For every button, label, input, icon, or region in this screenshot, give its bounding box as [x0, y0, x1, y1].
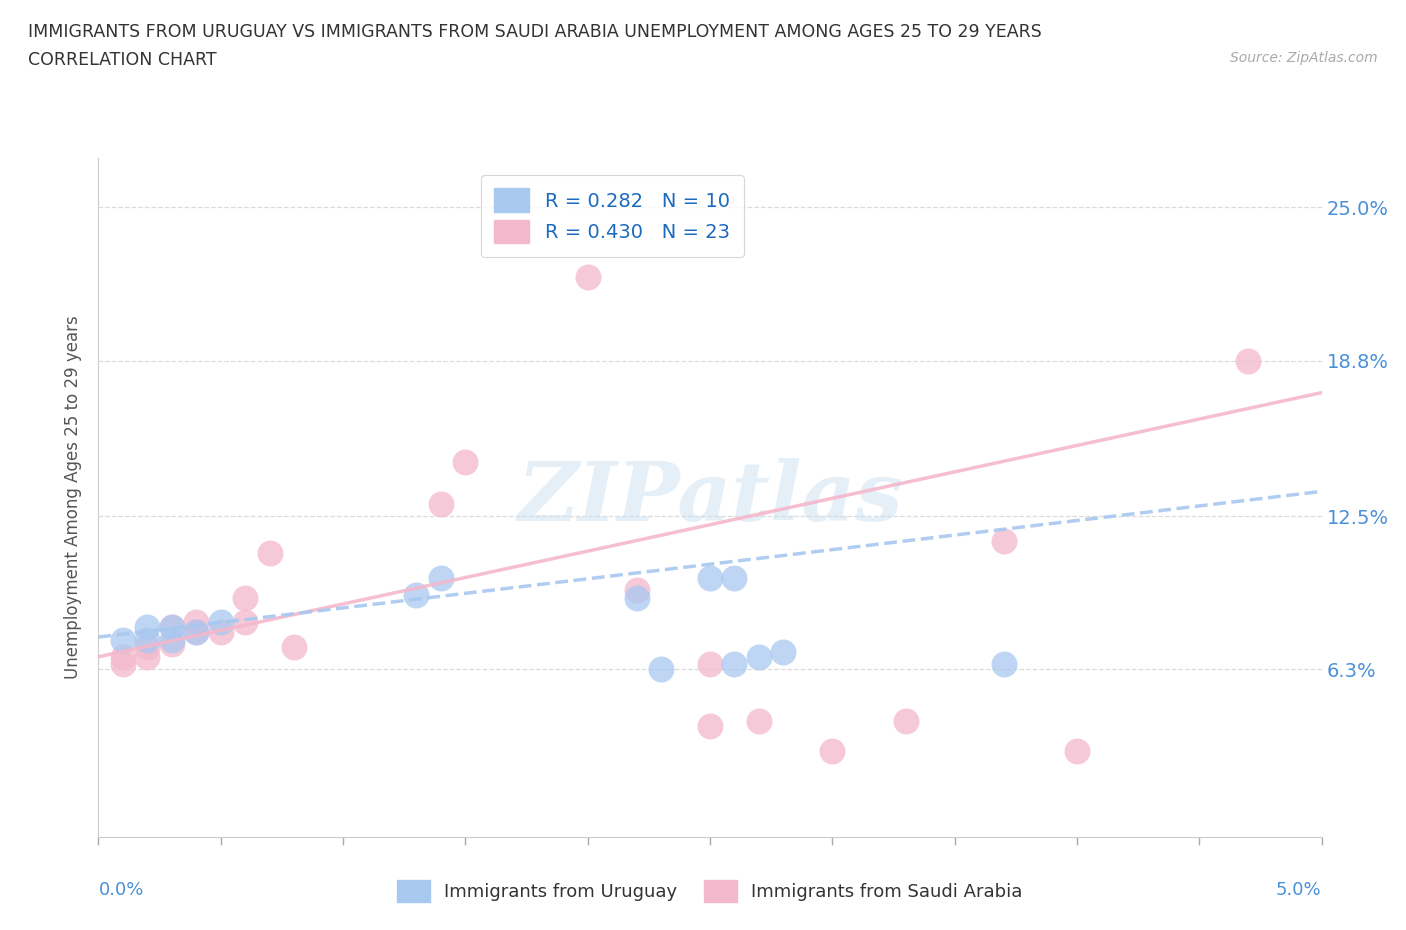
Point — [748, 649, 770, 664]
Point — [233, 615, 256, 630]
Point — [650, 661, 672, 676]
Point — [283, 640, 305, 655]
Point — [993, 533, 1015, 548]
Point — [186, 625, 208, 640]
Point — [430, 570, 453, 585]
Point — [259, 546, 281, 561]
Point — [111, 649, 134, 664]
Point — [136, 619, 159, 634]
Text: 5.0%: 5.0% — [1277, 881, 1322, 899]
Point — [160, 637, 183, 652]
Y-axis label: Unemployment Among Ages 25 to 29 years: Unemployment Among Ages 25 to 29 years — [63, 315, 82, 680]
Text: ZIPatlas: ZIPatlas — [517, 458, 903, 538]
Point — [748, 713, 770, 728]
Point — [699, 657, 721, 671]
Point — [186, 615, 208, 630]
Point — [186, 625, 208, 640]
Point — [160, 619, 183, 634]
Point — [430, 497, 453, 512]
Text: 0.0%: 0.0% — [98, 881, 143, 899]
Point — [699, 719, 721, 734]
Point — [699, 570, 721, 585]
Point — [1066, 743, 1088, 758]
Point — [111, 657, 134, 671]
Point — [723, 570, 745, 585]
Point — [160, 619, 183, 634]
Point — [454, 455, 477, 470]
Point — [209, 625, 232, 640]
Point — [993, 657, 1015, 671]
Text: Source: ZipAtlas.com: Source: ZipAtlas.com — [1230, 51, 1378, 65]
Point — [894, 713, 917, 728]
Text: IMMIGRANTS FROM URUGUAY VS IMMIGRANTS FROM SAUDI ARABIA UNEMPLOYMENT AMONG AGES : IMMIGRANTS FROM URUGUAY VS IMMIGRANTS FR… — [28, 23, 1042, 41]
Point — [136, 649, 159, 664]
Point — [626, 583, 648, 598]
Point — [136, 640, 159, 655]
Point — [233, 591, 256, 605]
Point — [1237, 353, 1260, 368]
Point — [821, 743, 844, 758]
Point — [626, 591, 648, 605]
Point — [723, 657, 745, 671]
Point — [576, 269, 599, 284]
Point — [111, 632, 134, 647]
Text: CORRELATION CHART: CORRELATION CHART — [28, 51, 217, 69]
Point — [772, 644, 794, 659]
Point — [160, 632, 183, 647]
Point — [209, 615, 232, 630]
Legend: Immigrants from Uruguay, Immigrants from Saudi Arabia: Immigrants from Uruguay, Immigrants from… — [382, 865, 1038, 916]
Point — [405, 588, 427, 603]
Point — [136, 632, 159, 647]
